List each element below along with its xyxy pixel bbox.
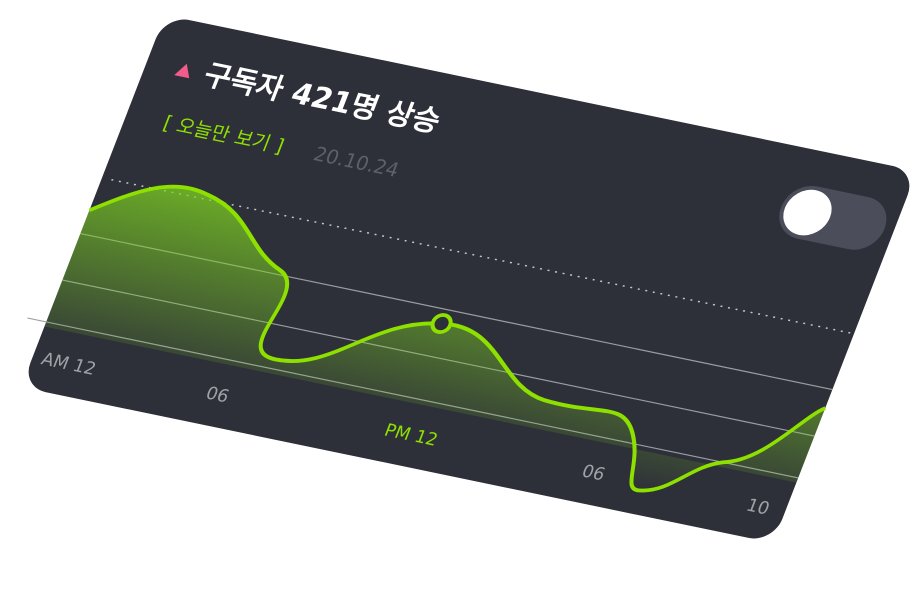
- highlight-point: [430, 313, 453, 335]
- x-label: 06: [579, 462, 608, 485]
- card-bg: [28, 19, 910, 539]
- area: [44, 186, 826, 491]
- up-icon: [174, 63, 190, 79]
- toggle[interactable]: [771, 181, 895, 255]
- line: [88, 184, 826, 493]
- x-label: 10: [743, 496, 772, 519]
- toggle-knob[interactable]: [776, 186, 838, 240]
- card: 구독자 421명 상승 [ 오늘만 보기 ] 20.10.24 AM 12 06…: [27, 19, 910, 539]
- x-label: 06: [203, 384, 232, 407]
